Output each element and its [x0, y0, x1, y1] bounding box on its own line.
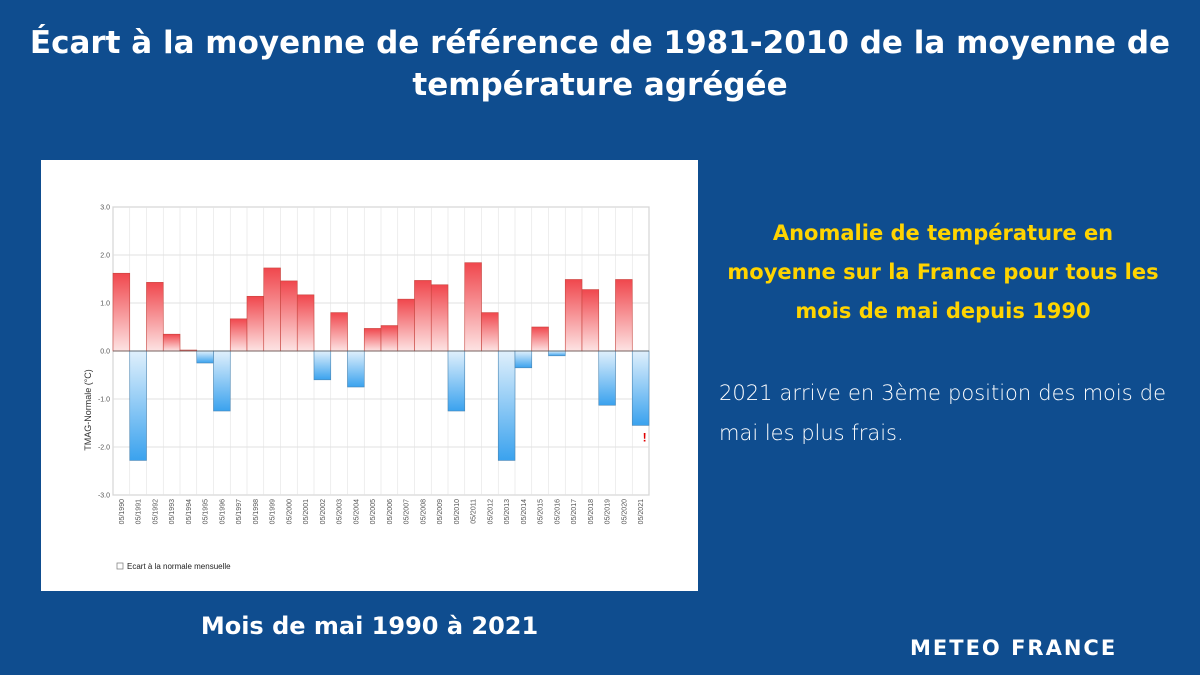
bar-05-2020	[615, 279, 633, 352]
x-tick-label: 05/2018	[588, 499, 595, 524]
meteo-france-logo: METEO FRANCE	[910, 636, 1118, 660]
chart-bars	[112, 262, 650, 461]
chart-panel: 3.0 2.0 1.0 0.0 -1.0 -2.0 -3.0 05/1990 05/1991 05…	[41, 160, 698, 591]
x-tick-label: 05/2002	[320, 499, 327, 524]
bar-05-2002	[313, 350, 332, 381]
chart-caption: Mois de mai 1990 à 2021	[200, 612, 539, 640]
x-tick-label: 05/2004	[353, 499, 360, 524]
bar-05-2015	[531, 326, 549, 352]
y-tick-label: -2.0	[98, 445, 110, 452]
x-tick-label: 05/2015	[538, 499, 545, 524]
bar-05-2005	[363, 328, 382, 352]
y-tick-label: 1.0	[100, 301, 110, 308]
bar-05-2013	[497, 350, 516, 461]
x-tick-label: 05/2013	[504, 499, 511, 524]
x-tick-label: 05/2000	[286, 499, 293, 524]
x-tick-label: 05/2016	[554, 499, 561, 524]
x-tick-label: 05/1990	[119, 499, 126, 524]
bar-05-1990	[112, 272, 131, 352]
bar-05-2000	[280, 280, 298, 352]
bar-05-1991	[129, 350, 147, 461]
bar-05-2009	[430, 284, 449, 352]
bar-05-1995	[196, 350, 214, 364]
bar-05-2008	[414, 280, 432, 352]
bar-05-1998	[246, 295, 265, 352]
x-tick-label: 05/2009	[437, 499, 444, 524]
x-tick-label: 05/1991	[136, 499, 143, 524]
x-tick-label: 05/2007	[404, 499, 411, 524]
bar-05-2019	[598, 350, 616, 406]
bar-05-2016	[548, 350, 566, 357]
x-tick-label: 05/2019	[605, 499, 612, 524]
x-tick-label: 05/2005	[370, 499, 377, 524]
y-axis-label: TMAG-Normale (°C)	[83, 369, 93, 451]
bar-05-2017	[564, 279, 583, 352]
bar-05-1993	[162, 333, 181, 352]
headline-text: Anomalie de température en moyenne sur l…	[727, 221, 1159, 323]
x-tick-label: 05/1997	[236, 499, 243, 524]
bar-05-1996	[213, 350, 231, 412]
bar-05-1997	[229, 318, 248, 352]
bar-05-2011	[464, 262, 482, 352]
bar-05-2007	[397, 298, 415, 352]
legend-swatch	[116, 562, 124, 570]
x-tick-label: 05/2011	[471, 499, 478, 524]
body-text: 2021 arrive en 3ème position des mois de…	[719, 381, 1166, 445]
x-tick-label: 05/2012	[487, 499, 494, 524]
y-tick-label: -3.0	[98, 493, 110, 500]
bar-05-2004	[347, 350, 365, 388]
x-tick-label: 05/1994	[186, 499, 193, 524]
bar-05-1999	[263, 267, 281, 352]
legend-label: Ecart à la normale mensuelle	[127, 562, 231, 571]
warning-marker: !	[643, 430, 647, 444]
x-tick-label: 05/2001	[303, 499, 310, 524]
x-tick-label: 05/2017	[571, 499, 578, 524]
bar-05-2014	[514, 350, 533, 369]
x-tick-label: 05/2010	[454, 499, 461, 524]
x-tick-label: 05/2003	[337, 499, 344, 524]
y-tick-label: 2.0	[100, 253, 110, 260]
page-title: Écart à la moyenne de référence de 1981-…	[29, 25, 1171, 103]
x-tick-label: 05/1996	[219, 499, 226, 524]
bar-05-2012	[481, 312, 499, 352]
x-tick-label: 05/1995	[203, 499, 210, 524]
x-tick-label: 05/2006	[387, 499, 394, 524]
bar-05-1992	[146, 282, 164, 352]
anomaly-bar-chart: 3.0 2.0 1.0 0.0 -1.0 -2.0 -3.0 05/1990 05/1991 05…	[83, 205, 650, 571]
bar-05-2018	[581, 289, 600, 352]
bar-05-2003	[330, 312, 348, 352]
bar-05-2006	[380, 325, 399, 352]
x-tick-label: 05/1992	[152, 499, 159, 524]
x-tick-label: 05/2008	[420, 499, 427, 524]
bar-05-2021	[631, 350, 650, 426]
bar-05-2001	[296, 294, 315, 352]
x-tick-label: 05/2021	[638, 499, 645, 524]
chart-axes: 3.0 2.0 1.0 0.0 -1.0 -2.0 -3.0 05/1990 05/1991 05…	[98, 205, 649, 524]
x-tick-label: 05/1999	[270, 499, 277, 524]
y-tick-label: 0.0	[100, 349, 110, 356]
x-tick-label: 05/1993	[169, 499, 176, 524]
y-tick-label: 3.0	[100, 205, 110, 212]
y-tick-label: -1.0	[98, 397, 110, 404]
x-tick-label: 05/2014	[521, 499, 528, 524]
x-tick-label: 05/1998	[253, 499, 260, 524]
x-tick-label: 05/2020	[621, 499, 628, 524]
bar-05-2010	[447, 350, 466, 412]
